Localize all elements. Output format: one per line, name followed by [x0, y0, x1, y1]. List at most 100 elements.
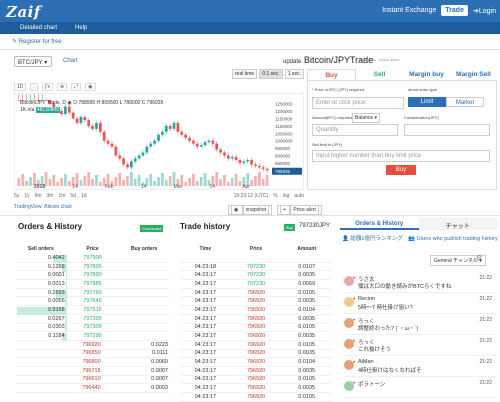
tradingview-credit[interactable]: TradingView: Bitcoin chart: [14, 204, 72, 210]
auto-toggle[interactable]: auto: [294, 193, 304, 199]
price-alert-label: Price alert: [290, 205, 319, 215]
amount-header: Amount: [297, 246, 317, 252]
sell-price[interactable]: 797895: [83, 263, 102, 270]
avatar[interactable]: [344, 360, 354, 370]
sell-price[interactable]: 797515: [83, 306, 102, 313]
help-link[interactable]: Help: [75, 25, 88, 31]
consideration-input[interactable]: [404, 124, 490, 136]
range-button[interactable]: 6m: [34, 193, 42, 199]
order-book-buy-row[interactable]: 796715 0.0007: [15, 367, 170, 376]
market-button[interactable]: Market: [446, 97, 484, 107]
order-book-sell-row[interactable]: 0.0013 797885: [15, 280, 170, 289]
avatar[interactable]: [344, 381, 354, 391]
trade-history-rows: 04:23:18 797230 0.0107 04:23:17 797230 0.0035…: [180, 254, 332, 402]
sell-price[interactable]: 797900: [83, 254, 102, 261]
detailed-chart-link[interactable]: Detailed chart: [20, 25, 58, 31]
order-book-sell-row[interactable]: 0.0056 797645: [15, 297, 170, 307]
order-book-buy-row[interactable]: 796800 0.0060: [15, 358, 170, 367]
range-button[interactable]: 1d: [80, 193, 87, 199]
ranking-link[interactable]: 👤 総額1億円ランキング: [342, 236, 403, 242]
candle-icon[interactable]: ⫶: [30, 83, 38, 91]
gear-icon[interactable]: ⚙: [476, 255, 483, 262]
order-book-buy-row[interactable]: 796610 0.0007: [15, 376, 170, 385]
range-button[interactable]: 1y: [24, 193, 30, 199]
price-input[interactable]: Enter or click price.: [312, 97, 404, 109]
sell-limit-input[interactable]: Input higher number than buy limit price: [312, 150, 490, 162]
order-book-sell-row[interactable]: 0.1184 797290: [15, 332, 170, 342]
interval-select[interactable]: 1D: [14, 83, 27, 91]
buy-price[interactable]: 796440: [82, 385, 101, 392]
avatar[interactable]: [344, 276, 354, 286]
trade-amount: 0.0035: [298, 315, 316, 322]
order-book-buy-row[interactable]: 796850 0.0111: [15, 350, 170, 359]
chat-username[interactable]: ポラトーン: [358, 382, 386, 388]
range-button[interactable]: 3m: [46, 193, 54, 199]
buy-price[interactable]: 796610: [82, 376, 101, 383]
buy-price[interactable]: 796800: [82, 359, 101, 366]
chat-username[interactable]: ろっく: [358, 319, 375, 325]
tab-margin-buy[interactable]: Margin buy: [409, 71, 444, 78]
sell-price[interactable]: 797885: [83, 280, 102, 287]
register-link[interactable]: ✎ Register for free: [12, 38, 62, 45]
pair-select[interactable]: BTC/JPY ▾: [14, 56, 52, 67]
compare-icon[interactable]: ⊕: [56, 83, 68, 91]
order-book-buy-row[interactable]: 796920 0.0223: [15, 341, 170, 350]
tab-margin-sell[interactable]: Margin Sell: [456, 71, 491, 78]
order-book-sell-row[interactable]: 0.0267 797395: [15, 315, 170, 324]
chat-username[interactable]: ろっく: [358, 340, 375, 346]
range-button[interactable]: 1m: [58, 193, 66, 199]
sell-price[interactable]: 797395: [83, 315, 102, 322]
chart-link[interactable]: Chart: [63, 58, 78, 64]
y-tick-label: 1250000: [275, 102, 293, 107]
avatar[interactable]: [344, 339, 354, 349]
quantity-input[interactable]: Quantity: [312, 124, 398, 136]
avatar[interactable]: [344, 297, 354, 307]
percent-toggle[interactable]: %: [273, 193, 278, 199]
fullscreen-icon[interactable]: ⤢: [71, 83, 82, 91]
balance-dropdown[interactable]: Balance ▾: [352, 113, 380, 123]
interval-01-option[interactable]: 0.1 sec.: [259, 69, 283, 79]
tab-orders-history[interactable]: Orders & History: [340, 218, 419, 230]
order-book-sell-row[interactable]: 0.0001 797890: [15, 271, 170, 281]
interval-1-option[interactable]: 1 sec.: [284, 69, 305, 79]
range-button[interactable]: 5d: [70, 193, 76, 199]
log-toggle[interactable]: log: [282, 193, 290, 199]
y-tick-label: 1100000: [275, 124, 293, 129]
order-book-sell-row[interactable]: 0.4042 797900: [15, 254, 170, 263]
price-alert-button[interactable]: + Price alert: [277, 205, 322, 215]
tab-buy[interactable]: Buy: [307, 69, 356, 80]
order-book-sell-row[interactable]: 0.9168 797515: [15, 306, 170, 315]
limit-button[interactable]: Limit: [408, 97, 446, 107]
channel-select[interactable]: General チャンネル ▾: [430, 255, 486, 266]
snapshot-button[interactable]: ◉ snapshot: [228, 205, 273, 215]
sell-price[interactable]: 797645: [83, 298, 102, 305]
sell-price[interactable]: 797290: [83, 333, 102, 340]
login-link[interactable]: ➔Login: [473, 7, 496, 15]
trade-tab[interactable]: Trade: [441, 5, 468, 16]
realtime-option[interactable]: real time: [232, 69, 258, 79]
publishers-link[interactable]: 👥 Users who publish trading history: [408, 236, 497, 242]
avatar[interactable]: [344, 318, 354, 328]
zaif-logo[interactable]: Zaif: [6, 3, 41, 21]
chat-username[interactable]: うさ太: [358, 277, 375, 283]
instant-exchange-link[interactable]: Instant Exchange: [382, 7, 437, 14]
indicator-icon[interactable]: ƒx: [41, 83, 53, 91]
order-book-sell-row[interactable]: 0.1288 797895: [15, 263, 170, 272]
sell-price[interactable]: 797890: [83, 272, 102, 279]
order-book-sell-row[interactable]: 0.2693 797760: [15, 289, 170, 298]
sell-price[interactable]: 797760: [83, 289, 102, 296]
range-button[interactable]: 5y: [14, 193, 20, 199]
buy-price[interactable]: 796715: [82, 367, 101, 374]
order-book-buy-row[interactable]: 796440 0.0003: [15, 384, 170, 393]
sell-price[interactable]: 797305: [83, 324, 102, 331]
chat-username[interactable]: Recion: [358, 296, 376, 302]
order-book-sell-row[interactable]: 0.0303 797305: [15, 324, 170, 333]
chat-username[interactable]: AiMan: [358, 359, 374, 365]
tab-chat[interactable]: チャット: [418, 218, 497, 230]
camera-icon[interactable]: ◉: [85, 83, 96, 91]
buy-price[interactable]: 796920: [82, 341, 101, 348]
buy-price[interactable]: 796850: [82, 350, 101, 357]
price-chart[interactable]: 1250000 1200000 1150000 1100000 1050000 10000…: [14, 93, 304, 190]
tab-sell[interactable]: Sell: [373, 71, 386, 78]
buy-button[interactable]: Buy: [386, 165, 416, 175]
